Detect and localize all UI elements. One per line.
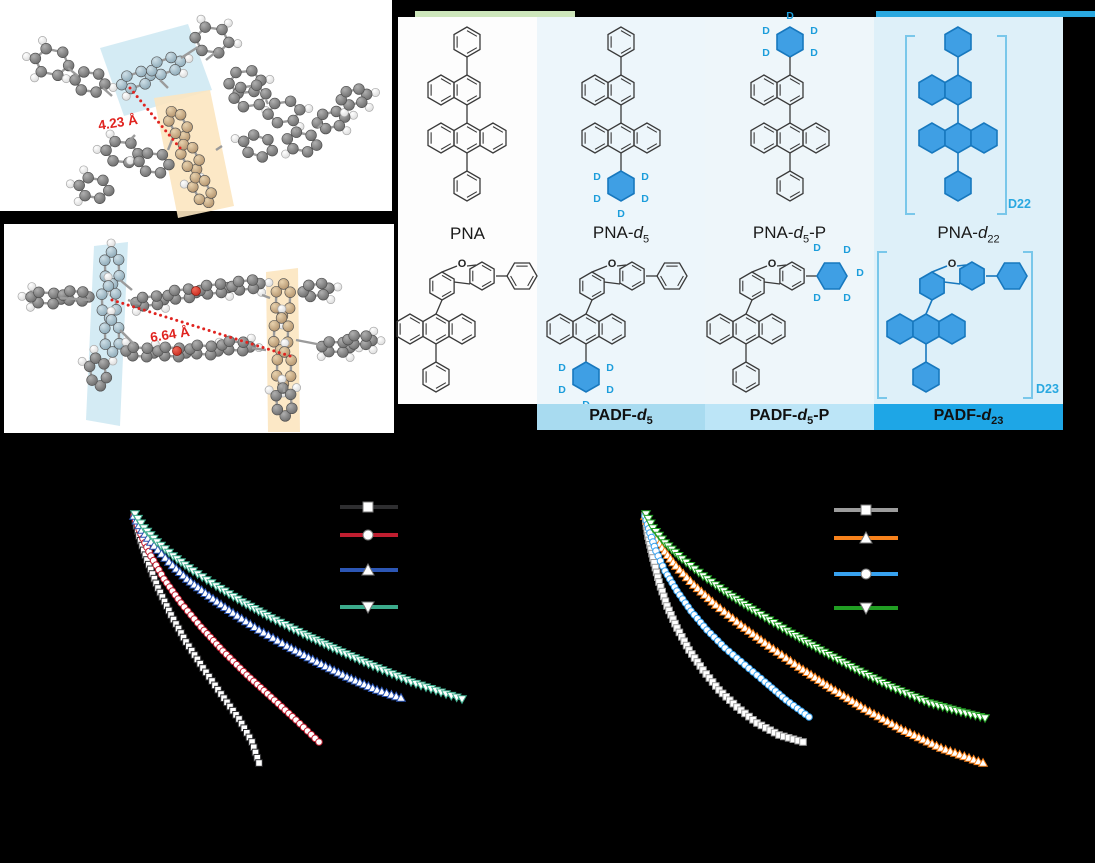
crystal-packing-panel-top bbox=[0, 0, 392, 211]
bracket-label-d22: D22 bbox=[1008, 197, 1031, 211]
compound-label-text: PADF-d23 bbox=[933, 406, 1004, 428]
bracket-label-d23: D23 bbox=[1036, 382, 1059, 396]
compound-label-text: PNA-d5 bbox=[592, 222, 650, 246]
compound-label-pna-d5-p: PNA-d5-P bbox=[705, 221, 874, 247]
compound-label-padf-d5-p: PADF-d5-P bbox=[705, 404, 874, 430]
compound-label-text: PNA-d22 bbox=[937, 222, 1000, 246]
compound-label-padf-d5: PADF-d5 bbox=[537, 404, 705, 430]
green-highlight-bar bbox=[415, 11, 575, 17]
compound-label-text: PNA-d5-P bbox=[752, 222, 827, 246]
grid-column-pna bbox=[398, 17, 537, 404]
compound-label-pna-d22: PNA-d22 bbox=[874, 221, 1063, 247]
compound-label-text: PADF-d5 bbox=[589, 406, 653, 428]
crystal-packing-panel-bottom bbox=[4, 224, 394, 433]
blue-highlight-bar bbox=[876, 11, 1095, 17]
compound-label-text: PADF-d5-P bbox=[749, 406, 830, 428]
compound-label-pna-d5: PNA-d5 bbox=[537, 221, 705, 247]
compound-label-padf-d23: PADF-d23 bbox=[874, 404, 1063, 430]
compound-label-pna: PNA bbox=[398, 221, 537, 247]
compound-label-text: PNA bbox=[450, 224, 485, 243]
